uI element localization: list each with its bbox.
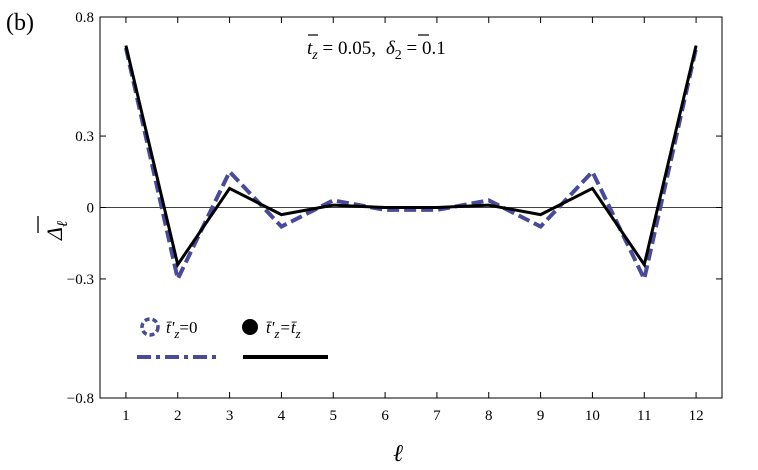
y-tick-label: 0.8	[75, 10, 94, 26]
x-tick-label: 2	[174, 408, 182, 424]
panel-label: (b)	[6, 10, 34, 36]
annotation-delta-value: = 0.1	[402, 38, 446, 59]
y-axis-ticks: 0.8 0.3 0 −0.3 −0.8	[67, 10, 722, 407]
x-tick-label: 12	[689, 408, 704, 424]
x-tick-label: 9	[537, 408, 545, 424]
y-axis-label-symbol: Δ	[42, 227, 67, 241]
y-tick-label: −0.8	[67, 391, 94, 407]
x-tick-label: 5	[330, 408, 338, 424]
legend-label-series-0: t̄'z=0	[166, 318, 198, 341]
legend-1-sub: z	[273, 326, 279, 341]
annotation-delta-sub: 2	[395, 48, 402, 63]
legend-label-series-1: t̄'z=t̄z	[266, 318, 301, 341]
x-tick-label: 10	[585, 408, 600, 424]
parameter-annotation: tz = 0.05, δ2 = 0.1	[307, 34, 446, 63]
x-axis-ticks: 1 2 3 4 5 6 7 8 9 10 11 12	[122, 17, 704, 424]
legend-marker-dashed-circle	[140, 317, 160, 337]
x-tick-label: 11	[637, 408, 651, 424]
x-tick-label: 6	[381, 408, 389, 424]
series-line-tz-prime-zero	[123, 47, 699, 285]
annotation-t-sub: z	[311, 48, 318, 63]
annotation-text: tz = 0.05, δ2 = 0.1	[307, 38, 446, 63]
y-tick-label: 0	[87, 201, 95, 217]
legend-0-sub: z	[173, 326, 179, 341]
x-tick-label: 4	[278, 408, 286, 424]
y-tick-label: 0.3	[75, 129, 94, 145]
x-tick-label: 7	[433, 408, 441, 424]
annotation-t-value: = 0.05,	[318, 38, 376, 59]
y-axis-label-text: Δℓ	[42, 221, 71, 241]
legend: t̄'z=0 t̄'z=t̄z	[137, 317, 328, 359]
x-tick-label: 1	[122, 408, 130, 424]
x-axis-label: ℓ	[393, 441, 403, 467]
y-axis-label: Δℓ	[37, 216, 71, 241]
annotation-t: t	[307, 38, 313, 59]
y-axis-label-sub: ℓ	[55, 221, 71, 227]
x-tick-label: 3	[226, 408, 234, 424]
legend-0-rest: =0	[179, 318, 197, 337]
annotation-delta: δ	[386, 38, 396, 59]
legend-1-main: t̄'	[266, 318, 275, 337]
legend-0-main: t̄'	[166, 318, 175, 337]
legend-marker-filled-circle	[242, 319, 258, 335]
legend-1-rest: =t̄	[279, 318, 297, 337]
legend-1-sub2: z	[295, 326, 301, 341]
series-line-tz-prime-equal-tz	[124, 45, 698, 269]
x-tick-label: 8	[485, 408, 493, 424]
y-tick-label: −0.3	[67, 272, 94, 288]
